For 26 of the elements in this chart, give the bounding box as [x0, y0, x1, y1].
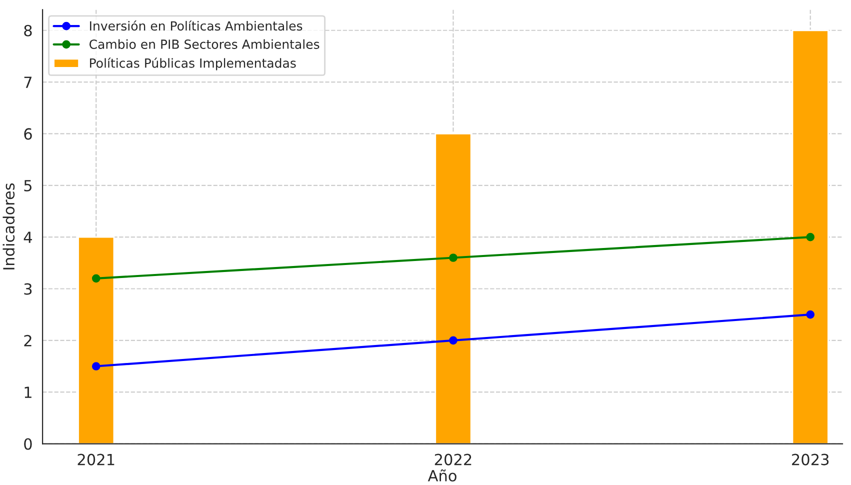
x-tick-label: 2023	[792, 454, 829, 466]
legend-label: Políticas Públicas Implementadas	[90, 58, 296, 70]
x-tick-label: 2021	[78, 454, 114, 466]
point	[92, 362, 100, 370]
legend-label: Inversión en Políticas Ambientales	[90, 20, 302, 31]
y-tick-label: 3	[24, 283, 32, 295]
point	[92, 274, 100, 283]
y-tick-label: 8	[24, 24, 32, 36]
y-tick-label: 0	[24, 438, 32, 450]
point	[449, 254, 458, 262]
bar	[792, 30, 829, 444]
bar	[434, 133, 472, 444]
point	[806, 232, 815, 242]
y-tick-label: 4	[24, 232, 32, 243]
y-tick-label: 7	[24, 76, 32, 88]
y-tick-label: 2	[24, 334, 32, 346]
y-tick-label: 6	[24, 128, 32, 140]
y-tick-label: 5	[24, 180, 32, 192]
point	[806, 310, 815, 319]
y-tick-label: 1	[24, 386, 32, 398]
bar	[78, 236, 115, 444]
y-axis-title: Indicadores	[2, 183, 15, 270]
point	[449, 336, 458, 345]
legend-label: Cambio en PIB Sectores Ambientales	[90, 39, 320, 49]
x-tick-label: 2022	[434, 454, 472, 466]
x-axis-title: Año	[428, 469, 456, 482]
